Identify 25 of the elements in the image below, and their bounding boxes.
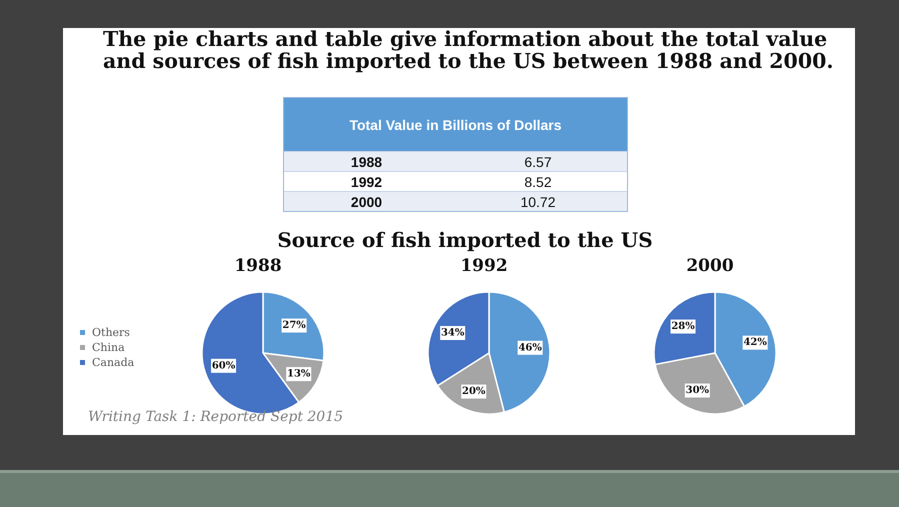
data-label: 10.72	[519, 194, 557, 210]
data-label: 30%	[686, 385, 710, 396]
legend-label: Others	[92, 325, 130, 340]
text: Writing Task 1: Reported Sept 2015	[88, 409, 344, 425]
chart-title: Source of fish imported to the US	[276, 228, 654, 252]
data-label: 34%	[440, 328, 465, 339]
data-label: 42%	[743, 337, 768, 348]
data-label: 60%	[212, 360, 236, 372]
category-label: 1992	[350, 174, 384, 190]
data-label: 20%	[462, 386, 486, 398]
category-label: 1988	[350, 154, 384, 170]
data-label: 28%	[671, 321, 696, 332]
data-label: 6.57	[523, 154, 553, 170]
data-label: 13%	[286, 368, 311, 380]
text: Total Value in Billions of Dollars	[284, 98, 627, 151]
data-label: 8.52	[523, 174, 553, 190]
slice-label: 1988	[233, 256, 283, 276]
category-label: 2000	[350, 194, 384, 210]
slice-label: 1992	[459, 256, 509, 276]
data-label: 27%	[282, 320, 306, 332]
legend-label: Canada	[92, 355, 134, 370]
slice-label: 2000	[685, 256, 735, 276]
data-label: 46%	[518, 342, 542, 354]
text: The pie charts and table give information about the total value and sources of fish imported to the US between 1988 and 2000.	[103, 27, 834, 73]
legend-label: China	[92, 340, 125, 355]
